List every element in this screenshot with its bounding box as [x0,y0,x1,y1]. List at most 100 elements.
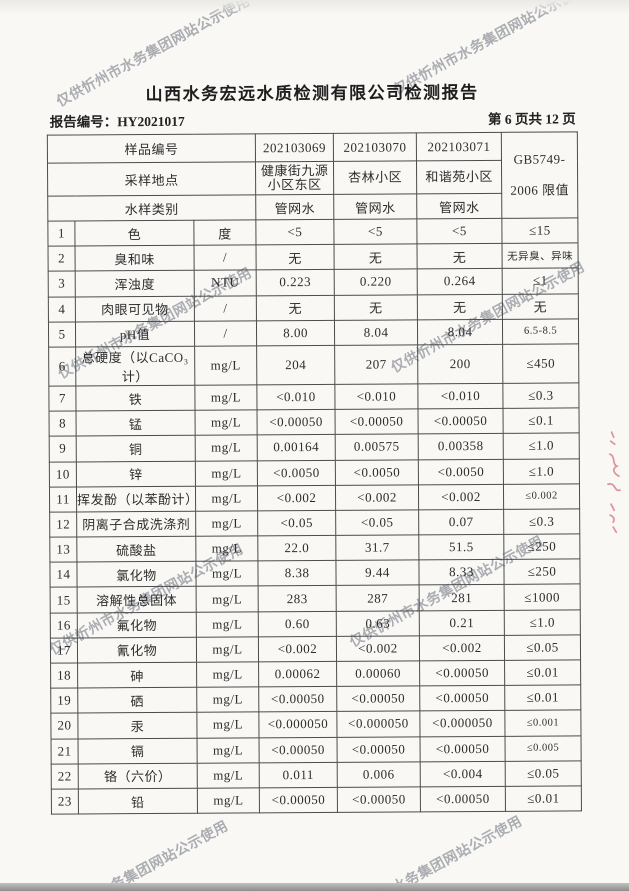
value-cell-2: <0.0050 [335,459,419,486]
value-cell-2: 8.04 [334,319,418,346]
parameter-name-cell: 浑浊度 [75,270,195,297]
value-cell-1: <0.0050 [257,459,336,486]
parameter-name-cell: 砷 [77,662,197,689]
row-number-cell: 18 [50,662,78,689]
parameter-name-cell: 铁 [75,385,196,412]
header-row-sample-id: 样品编号 202103069 202103070 202103071 GB574… [47,131,578,219]
parameter-name-cell: 硒 [77,687,197,714]
page-indicator: 第 6 页共 12 页 [487,111,576,127]
watermark-text: 仅供忻州市水务集团网站公示使用 [31,817,231,891]
standard-label: 2006 限值 [510,182,570,198]
unit-cell: mg/L [196,661,259,688]
row-number-cell: 6 [48,346,76,387]
value-cell-3: 281 [419,584,505,611]
water-type-cell: 管网水 [255,194,334,220]
table-row: 19 硒 mg/L <0.00050 <0.00050 <0.00050 ≤0.… [50,685,581,714]
table-row: 15 溶解性总固体 mg/L 283 287 281 ≤1000 [50,584,581,613]
unit-cell: / [194,245,257,271]
value-cell-2: <0.00050 [335,408,419,435]
parameter-name-cell: 汞 [77,712,198,739]
table-row: 11 挥发酚（以苯酚计） mg/L <0.002 <0.002 <0.002 ≤… [49,483,580,512]
value-cell-2: <5 [333,218,418,245]
unit-cell: mg/L [197,787,260,814]
location-cell: 杏林小区 [333,160,417,195]
results-table: 样品编号 202103069 202103070 202103071 GB574… [47,131,582,815]
table-row: 9 铜 mg/L 0.00164 0.00575 0.00358 ≤1.0 [49,433,580,462]
limit-cell: ≤250 [503,533,580,560]
parameter-name-cell: 氟化物 [77,611,197,638]
parameter-name-cell: 氯化物 [76,561,197,588]
table-row: 21 镉 mg/L <0.00050 <0.00050 <0.00050 ≤0.… [51,735,582,764]
value-cell-2: 0.00060 [336,660,420,687]
row-number-cell: 12 [49,511,77,538]
value-cell-3: 0.00358 [418,433,504,460]
limit-cell: ≤0.3 [502,382,580,409]
header-row-water-type: 水样类别 管网水 管网水 管网水 [47,193,578,222]
table-row: 5 pH值 / 8.00 8.04 8.04 6.5-8.5 [48,318,579,348]
value-cell-2: <0.000050 [336,711,421,737]
unit-cell: mg/L [195,460,258,486]
value-cell-3: 0.07 [418,509,504,535]
unit-cell: mg/L [196,712,260,738]
limit-cell: ≤1000 [504,584,581,610]
row-number-cell: 16 [50,612,78,638]
value-cell-1: <0.002 [258,636,337,662]
value-cell-3: 8.04 [417,319,503,345]
water-type-label-cell: 水样类别 [47,194,256,222]
value-cell-1: 283 [258,585,337,612]
value-cell-2: 9.44 [335,560,420,586]
row-number-cell: 10 [49,461,77,487]
unit-cell: mg/L [195,510,258,537]
unit-cell: mg/L [194,345,257,386]
table-row: 22 铬（六价） mg/L 0.011 0.006 <0.004 ≤0.05 [51,760,582,790]
limit-cell: 无 [502,293,579,320]
limit-standard-header-cell: GB5749- 2006 限值 [501,131,578,219]
value-cell-1: 0.00062 [258,661,337,688]
value-cell-1: <0.002 [257,485,336,511]
table-row: 4 肉眼可见物 / 无 无 无 无 [48,293,579,322]
table-row: 8 锰 mg/L <0.00050 <0.00050 <0.00050 ≤0.1 [49,408,580,437]
limit-cell: ≤450 [502,343,579,384]
limit-cell: ≤0.3 [503,508,580,535]
limit-cell: ≤0.01 [504,659,581,686]
limit-cell: ≤0.05 [504,634,581,661]
limit-cell: 无异臭、异味 [502,243,579,269]
value-cell-3: 无 [417,243,503,270]
table-row: 13 硫酸盐 mg/L 22.0 31.7 51.5 ≤250 [49,533,580,563]
value-cell-1: 无 [256,294,335,321]
parameter-name-cell: 挥发酚（以苯酚计） [76,485,196,512]
limit-cell: ≤0.005 [505,735,582,762]
value-cell-1: <5 [255,219,335,246]
value-cell-2: 无 [334,294,418,321]
value-cell-1: 0.60 [258,610,337,637]
limit-cell: ≤250 [503,559,581,585]
value-cell-1: <0.05 [257,510,336,536]
page-title: 山西水务宏远水质检测有限公司检测报告 [145,82,479,105]
value-cell-1: 0.011 [259,762,338,788]
unit-cell: mg/L [197,737,260,763]
row-number-cell: 8 [49,411,77,437]
row-number-cell: 19 [50,688,78,714]
value-cell-2: 0.63 [336,610,420,637]
value-cell-2: 0.220 [334,269,418,295]
parameter-name-cell: 色 [74,220,195,247]
parameter-name-cell: 铜 [76,435,196,462]
parameter-name-cell: 铅 [78,788,198,815]
water-type-cell: 管网水 [416,193,502,219]
value-cell-1: <0.000050 [258,711,338,738]
value-cell-3: <0.00050 [418,408,504,435]
value-cell-1: <0.00050 [259,736,338,763]
value-cell-1: 8.00 [256,320,335,346]
parameter-name-cell: 总硬度（以CaCO₃计） [75,346,195,386]
location-cell: 健康街九源小区东区 [255,161,334,195]
unit-cell: mg/L [196,687,259,713]
sample-id-cell: 202103071 [416,132,502,161]
value-cell-2: 207 [334,344,418,385]
row-number-cell: 5 [48,321,76,348]
limit-cell: ≤0.01 [505,785,582,812]
value-cell-3: 0.264 [417,268,503,295]
value-cell-2: <0.002 [335,484,419,511]
unit-cell: / [194,295,257,321]
value-cell-3: 51.5 [418,534,504,561]
